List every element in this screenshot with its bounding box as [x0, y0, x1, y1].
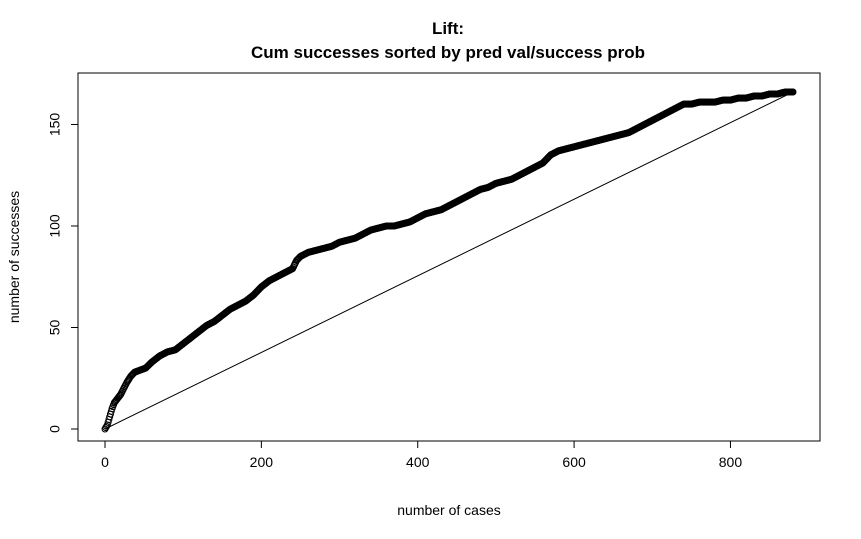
x-tick-label: 0: [101, 454, 109, 470]
lift-series: [101, 88, 797, 433]
y-tick-label: 0: [47, 425, 63, 433]
y-tick-label: 100: [47, 214, 63, 238]
lift-point: [103, 422, 111, 430]
lift-point: [115, 393, 123, 401]
y-axis: 0 50 100 150: [47, 113, 79, 433]
x-tick-label: 200: [250, 454, 274, 470]
y-tick-label: 50: [47, 319, 63, 335]
x-tick-label: 600: [562, 454, 586, 470]
lift-point: [789, 88, 797, 96]
chart-title-line-1: Lift:: [432, 19, 464, 38]
plot-frame: [77, 72, 821, 442]
x-axis: 0 200 400 600 800: [101, 440, 743, 470]
x-tick-label: 800: [719, 454, 743, 470]
baseline-series: [104, 91, 794, 430]
baseline-line: [104, 91, 794, 430]
y-tick-label: 150: [47, 113, 63, 137]
x-tick-label: 400: [406, 454, 430, 470]
y-axis-label: number of successes: [6, 191, 22, 323]
chart-title-line-2: Cum successes sorted by pred val/success…: [251, 43, 645, 62]
x-axis-label: number of cases: [397, 502, 501, 518]
